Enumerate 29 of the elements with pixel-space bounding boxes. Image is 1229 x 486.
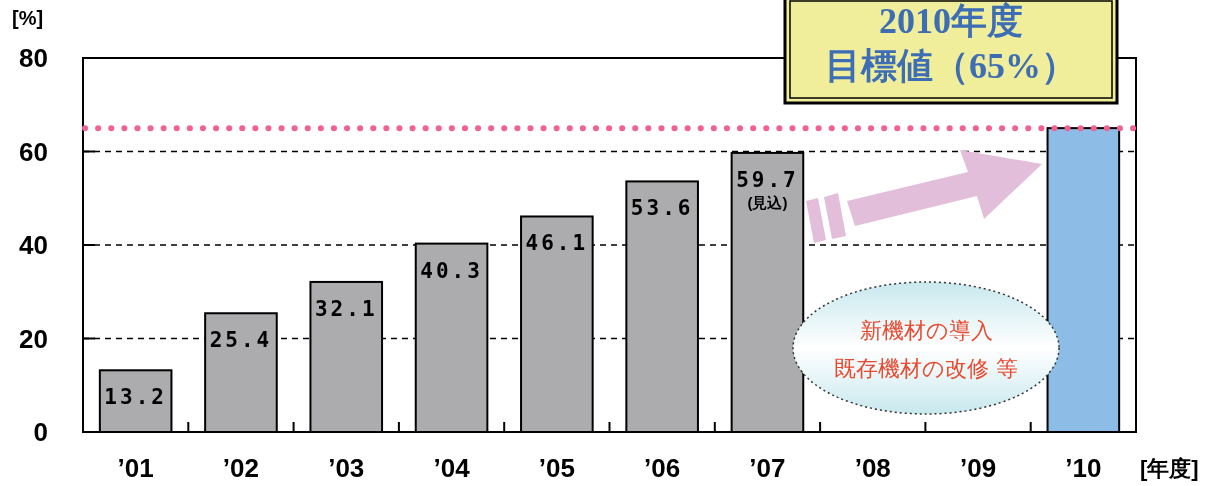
x-tick-label: ’04 xyxy=(433,453,471,483)
x-tick-label: ’10 xyxy=(1065,453,1102,483)
x-axis-title: [年度] xyxy=(1140,456,1199,481)
x-tick-label: ’02 xyxy=(222,453,260,483)
y-tick-label: 40 xyxy=(19,230,48,260)
y-axis-title: [%] xyxy=(12,7,44,29)
data-label: 59.7 xyxy=(736,167,799,192)
x-tick-label: ’03 xyxy=(328,453,365,483)
x-tick-label: ’07 xyxy=(749,453,786,483)
x-tick-label: ’06 xyxy=(644,453,681,483)
data-label: 53.6 xyxy=(630,196,694,221)
data-label: 32.1 xyxy=(314,296,378,321)
data-label: 25.4 xyxy=(209,328,273,353)
y-tick-label: 20 xyxy=(19,323,48,354)
annotation: (見込) xyxy=(747,193,788,211)
y-tick-label: 80 xyxy=(19,43,48,73)
data-label: 40.3 xyxy=(420,258,483,283)
annotation: 目標値（65%） xyxy=(825,46,1077,86)
y-tick-label: 0 xyxy=(33,417,48,447)
data-label: 13.2 xyxy=(104,385,167,410)
ref-line-label: 2010年度 xyxy=(879,1,1023,41)
y-tick-label: 60 xyxy=(19,136,48,167)
annotation: 既存機材の改修 等 xyxy=(834,356,1018,381)
x-tick-label: ’08 xyxy=(854,453,891,483)
x-tick-label: ’01 xyxy=(117,453,154,483)
x-tick-label: ’09 xyxy=(959,453,997,483)
data-label: 46.1 xyxy=(525,231,589,256)
annotation: 新機材の導入 xyxy=(859,318,993,343)
x-tick-label: ’05 xyxy=(538,453,575,483)
